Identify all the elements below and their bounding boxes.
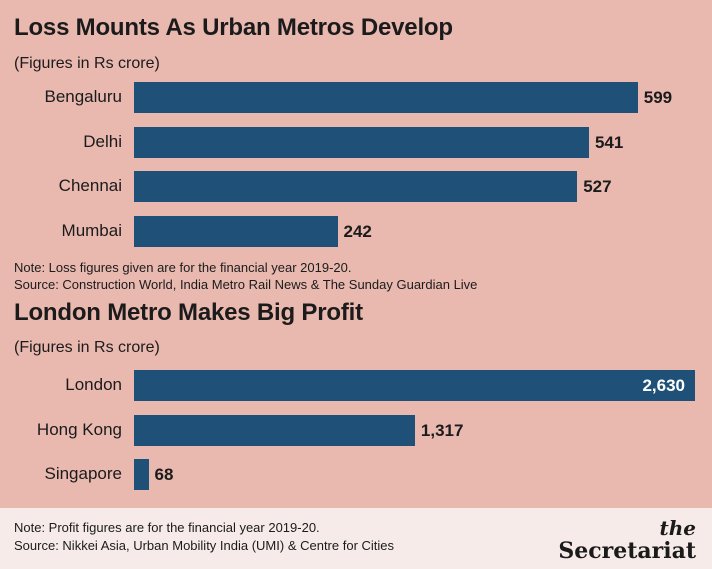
bar [134,126,589,158]
category-label: Delhi [83,131,122,151]
footer: Note: Profit figures are for the financi… [0,508,712,569]
chart-1-subtitle: (Figures in Rs crore) [14,55,160,72]
bar [134,370,695,401]
chart-1-source: Source: Construction World, India Metro … [14,277,478,292]
value-label: 1,317 [420,420,464,440]
category-label: Mumbai [61,220,122,240]
value-label: 541 [594,132,624,152]
category-label: Bengaluru [44,87,122,106]
chart-1-bars: Bengaluru 599 Delhi 541 Chennai 527 Mumbai 242 [0,82,712,252]
category-label: Hong Kong [36,419,122,439]
footer-note: Note: Profit figures are for the financi… [14,520,320,535]
chart-2-title: London Metro Makes Big Profit [14,299,363,326]
chart-2-subtitle: (Figures in Rs crore) [14,339,160,356]
chart-1-note: Note: Loss figures given are for the fin… [14,260,352,275]
value-label: 599 [643,88,673,107]
bar [134,459,149,490]
chart-1-title: Loss Mounts As Urban Metros Develop [14,14,453,41]
category-label: Singapore [44,464,122,483]
value-label: 68 [154,465,174,484]
value-label: 2,630 [642,376,685,395]
bar [134,414,415,446]
secretariat-logo: the Secretariat [558,518,696,564]
bar [134,82,638,113]
logo-the: the [659,516,696,540]
bar [134,171,578,202]
value-label: 527 [583,177,612,196]
category-label: London [65,375,122,394]
category-label: Chennai [58,176,122,195]
chart-2-bars: London 2,630 Hong Kong 1,317 Singapore 68 [0,370,712,495]
bar [134,215,338,247]
value-label: 242 [343,221,372,241]
logo-name: Secretariat [558,538,696,564]
footer-source: Source: Nikkei Asia, Urban Mobility Indi… [14,538,395,553]
